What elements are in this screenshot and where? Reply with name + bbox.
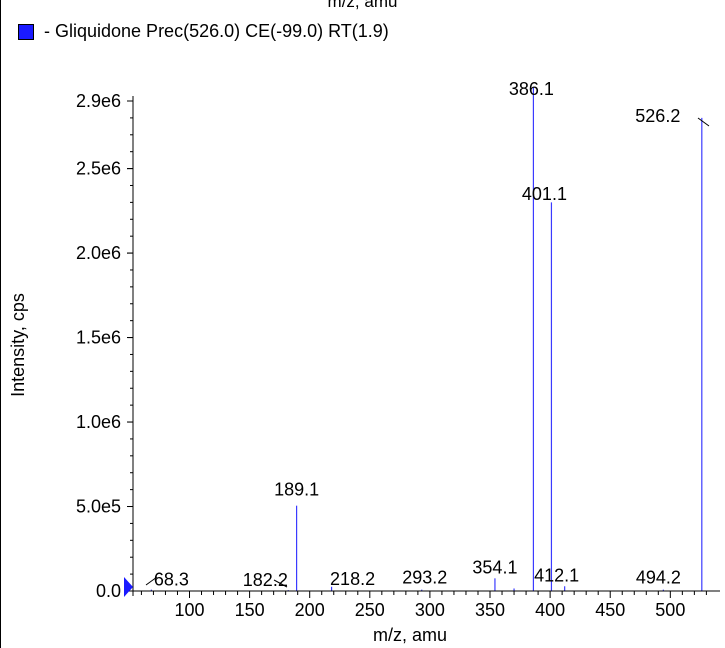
label-leader bbox=[273, 579, 288, 588]
label-leader bbox=[697, 117, 710, 127]
x-tick-label: 100 bbox=[174, 600, 204, 620]
y-tick-label: 2.0e6 bbox=[76, 243, 121, 263]
y-tick-label: 0.0 bbox=[96, 581, 121, 601]
peak-label: 293.2 bbox=[402, 568, 447, 588]
cut-off-axis-label: m/z, amu bbox=[327, 0, 398, 11]
x-tick-label: 150 bbox=[235, 600, 265, 620]
y-tick-label: 1.0e6 bbox=[76, 412, 121, 432]
x-tick-label: 200 bbox=[295, 600, 325, 620]
peak-label: 526.2 bbox=[635, 106, 680, 126]
legend: - Gliquidone Prec(526.0) CE(-99.0) RT(1.… bbox=[18, 21, 389, 42]
peaks bbox=[150, 87, 703, 591]
y-tick-label: 5.0e5 bbox=[76, 497, 121, 517]
legend-swatch bbox=[18, 23, 34, 40]
window-left-border bbox=[0, 0, 1, 648]
peak-label: 189.1 bbox=[274, 480, 319, 500]
y-tick-label: 1.5e6 bbox=[76, 328, 121, 348]
label-leader bbox=[145, 576, 158, 586]
peak-label: 68.3 bbox=[154, 570, 189, 590]
legend-label: - Gliquidone Prec(526.0) CE(-99.0) RT(1.… bbox=[44, 21, 389, 41]
x-tick-label: 250 bbox=[355, 600, 385, 620]
y-axis-title: Intensity, cps bbox=[8, 293, 28, 397]
x-tick-label: 350 bbox=[475, 600, 505, 620]
peak-label: 182.2 bbox=[243, 570, 288, 590]
peak-label: 494.2 bbox=[636, 568, 681, 588]
ticks: 100 150 200 250 300 350 400 450 500 0.0 5.0e5 1.0e6… bbox=[76, 91, 707, 620]
peak-label: 354.1 bbox=[472, 557, 517, 577]
x-tick-label: 400 bbox=[535, 600, 565, 620]
peak-label: 386.1 bbox=[509, 79, 554, 99]
x-tick-label: 450 bbox=[595, 600, 625, 620]
zero-marker-icon bbox=[124, 577, 133, 597]
y-tick-label: 2.9e6 bbox=[76, 91, 121, 111]
axes bbox=[129, 96, 720, 596]
x-tick-label: 500 bbox=[655, 600, 685, 620]
y-tick-label: 2.5e6 bbox=[76, 159, 121, 179]
peak-labels: 68.3 182.2 189.1 218.2 293.2 354.1 386.1 401.1 4… bbox=[145, 79, 710, 590]
peak-label: 412.1 bbox=[534, 565, 579, 585]
x-tick-label: 300 bbox=[415, 600, 445, 620]
x-axis-title: m/z, amu bbox=[373, 625, 447, 645]
peak-label: 218.2 bbox=[330, 569, 375, 589]
peak-label: 401.1 bbox=[522, 184, 567, 204]
